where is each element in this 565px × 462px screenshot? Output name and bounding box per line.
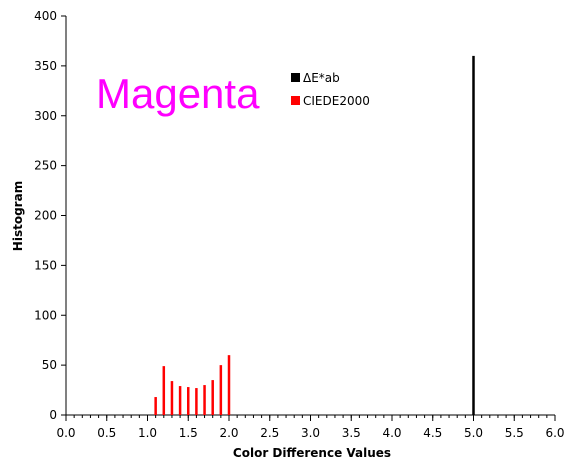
axes: 0 50 100 150 200 250 300 350 400 0.0 0.5 1.0 1.5 2.0 2… [34, 9, 564, 440]
bar-ciede2000 [170, 381, 174, 415]
bar-ciede2000 [154, 397, 157, 415]
x-tick-label: 2.0 [219, 426, 238, 440]
bar-ciede2000 [162, 366, 166, 415]
y-tick-label: 350 [34, 59, 57, 73]
bar-ciede2000 [203, 385, 206, 415]
bar-ciede2000 [195, 388, 198, 415]
x-tick-label: 1.5 [179, 426, 198, 440]
x-tick-label: 2.5 [260, 426, 279, 440]
x-tick-label: 0.5 [97, 426, 116, 440]
x-tick-label: 5.0 [464, 426, 483, 440]
y-tick-label: 50 [42, 358, 57, 372]
x-tick-label: 4.0 [382, 426, 401, 440]
y-tick-label: 100 [34, 308, 57, 322]
y-tick-label: 250 [34, 159, 57, 173]
y-axis-title: Histogram [11, 181, 25, 251]
bar-ciede2000 [211, 380, 214, 415]
bar-ciede2000 [227, 355, 231, 415]
x-tick-label: 0.0 [56, 426, 75, 440]
x-tick-label: 5.5 [505, 426, 524, 440]
bar-ciede2000 [219, 365, 223, 415]
legend: ΔE*ab CIEDE2000 [291, 71, 370, 108]
legend-swatch-delta-e-ab [291, 73, 300, 82]
bar-ciede2000 [178, 386, 182, 415]
x-tick-label: 1.0 [138, 426, 157, 440]
x-tick-label: 6.0 [545, 426, 564, 440]
x-tick-label: 4.5 [423, 426, 442, 440]
x-tick-label: 3.5 [342, 426, 361, 440]
legend-label-ciede2000: CIEDE2000 [303, 94, 370, 108]
y-tick-label: 0 [49, 408, 57, 422]
y-tick-label: 300 [34, 109, 57, 123]
y-tick-label: 200 [34, 209, 57, 223]
series-annotation: Magenta [96, 70, 260, 117]
bars [154, 55, 475, 416]
x-tick-label: 3.0 [301, 426, 320, 440]
legend-swatch-ciede2000 [291, 96, 300, 105]
y-tick-label: 400 [34, 9, 57, 23]
legend-label-delta-e-ab: ΔE*ab [303, 71, 340, 85]
y-tick-label: 150 [34, 258, 57, 272]
x-axis-title: Color Difference Values [233, 446, 391, 460]
bar-ciede2000 [187, 387, 190, 415]
bar-delta-e-ab [472, 55, 475, 416]
